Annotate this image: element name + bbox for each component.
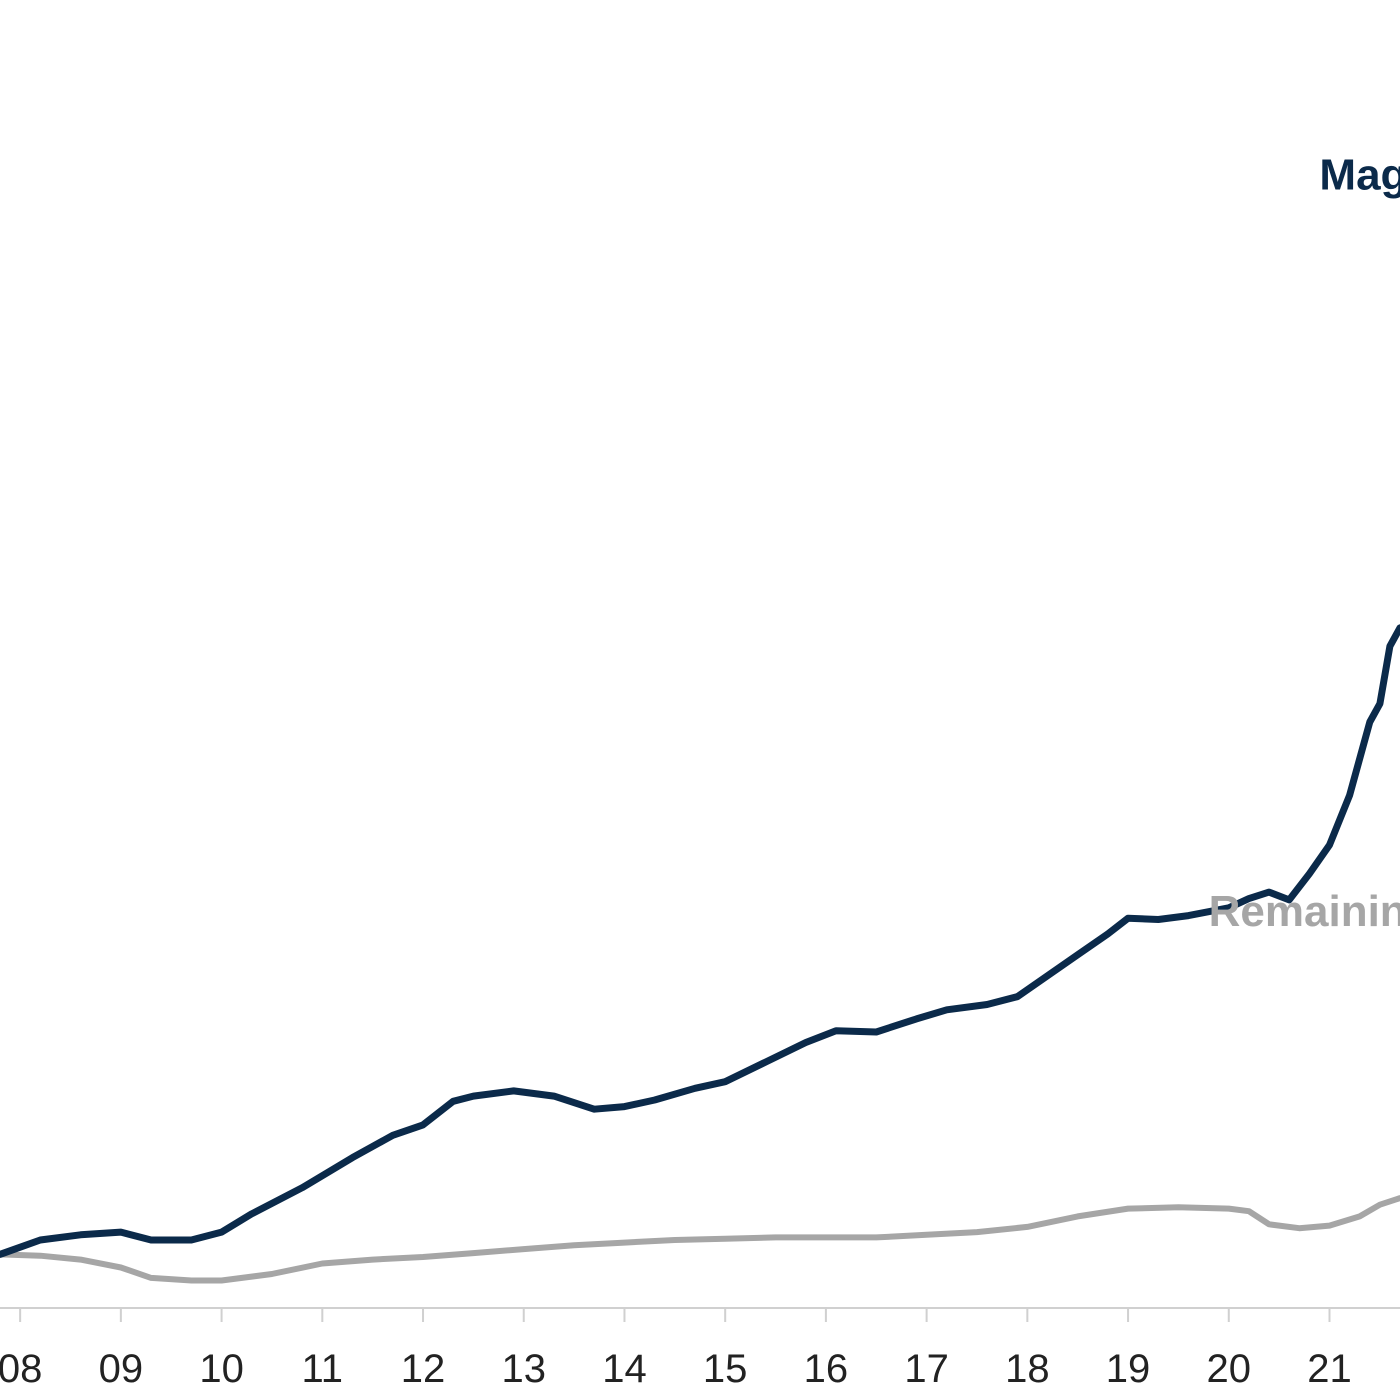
series-label-remaining: Remainin: [1209, 887, 1400, 936]
x-tick-label: 11: [302, 1347, 344, 1391]
x-tick-label: 14: [602, 1347, 647, 1391]
series-line-remaining: [0, 1195, 1400, 1284]
x-tick-label: 08: [0, 1347, 42, 1391]
series-layer: [0, 624, 1400, 1284]
x-tick-label: 18: [1005, 1347, 1050, 1391]
x-tick-label: 17: [904, 1347, 949, 1391]
series-line-mag: [0, 624, 1400, 1258]
x-tick-label: 21: [1307, 1347, 1352, 1391]
x-tick-label: 20: [1207, 1347, 1252, 1391]
series-labels: Mag Remainin: [1209, 151, 1400, 936]
x-axis: 08 09 10 11 12 13 14 15 16 17 18 19 20 21: [0, 1307, 1400, 1391]
x-tick-label: 15: [703, 1347, 748, 1391]
x-tick-label: 16: [804, 1347, 849, 1391]
x-tick-label: 12: [401, 1347, 446, 1391]
x-tick-label: 13: [501, 1347, 546, 1391]
x-tick-label: 19: [1106, 1347, 1151, 1391]
x-tick-label: 10: [199, 1347, 244, 1391]
x-tick-label: 09: [99, 1347, 144, 1391]
series-label-mag: Mag: [1319, 151, 1400, 200]
